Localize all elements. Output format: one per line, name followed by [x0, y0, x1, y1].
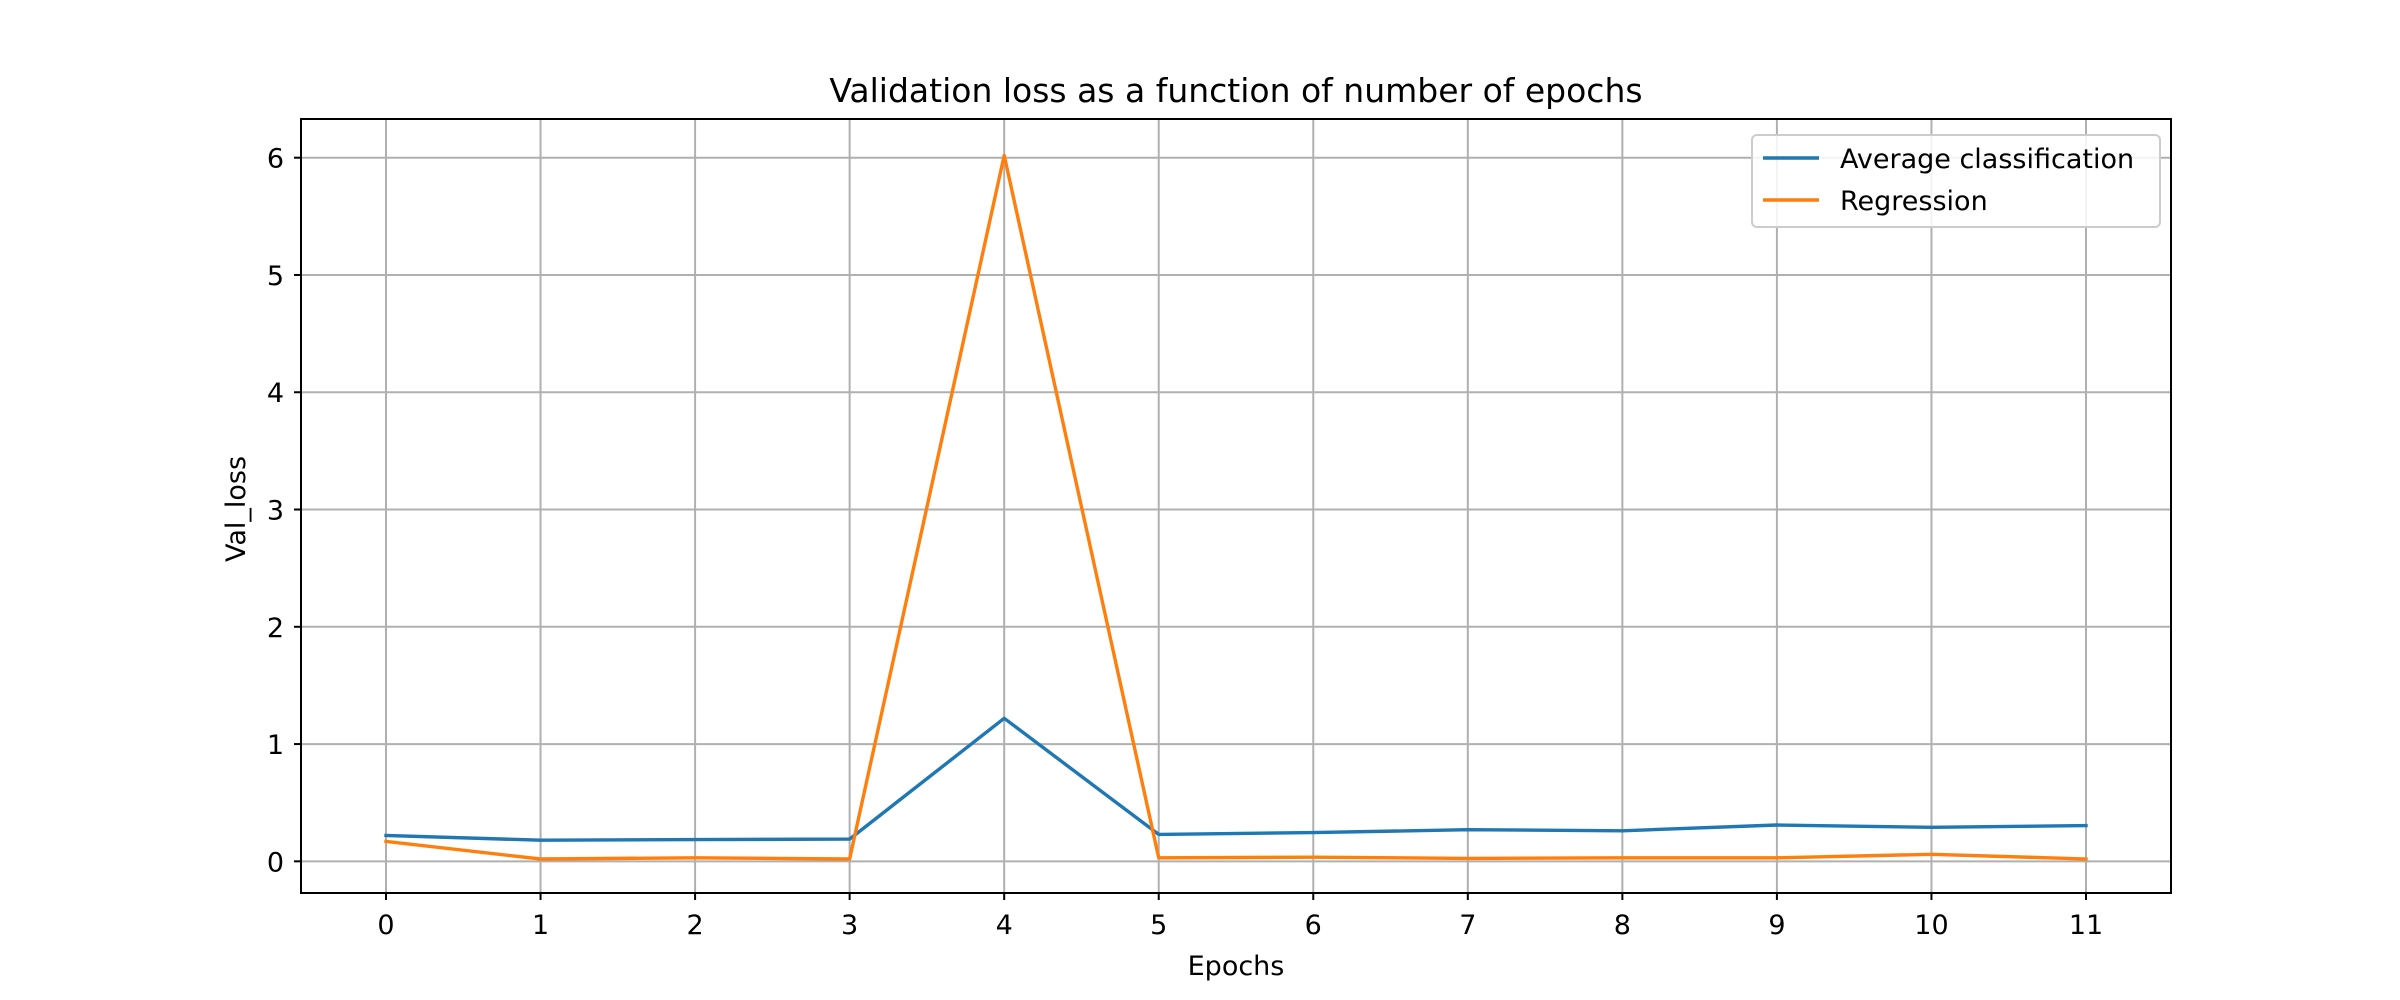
- x-tick-label: 2: [686, 910, 703, 941]
- x-tick-label: 9: [1768, 910, 1785, 941]
- x-tick-label: 8: [1614, 910, 1631, 941]
- x-tick-label: 5: [1150, 910, 1167, 941]
- legend-label: Average classification: [1840, 144, 2134, 175]
- legend-box: [1751, 134, 2161, 228]
- axis-ticks: 0 1 2 3 4 5 6 7 8 9 10 11 0 1 2 3 4 5 6: [267, 144, 2103, 941]
- y-tick-label: 5: [267, 261, 284, 292]
- x-tick-label: 3: [841, 910, 858, 941]
- y-axis-label: Val_loss: [221, 456, 252, 562]
- y-tick-label: 1: [267, 730, 284, 761]
- legend-label: Regression: [1840, 186, 1988, 217]
- series-line-1: [384, 716, 2088, 842]
- y-tick-label: 4: [267, 378, 284, 409]
- plot-area-frame: [300, 118, 2172, 894]
- series-line-2: [384, 153, 2088, 861]
- y-tick-label: 0: [267, 847, 284, 878]
- chart-title: Validation loss as a function of number …: [829, 71, 1642, 110]
- x-tick-label: 7: [1459, 910, 1476, 941]
- x-tick-label: 1: [532, 910, 549, 941]
- x-axis-label: Epochs: [1188, 951, 1285, 982]
- x-tick-label: 10: [1914, 910, 1948, 941]
- x-tick-label: 11: [2069, 910, 2103, 941]
- x-tick-label: 0: [377, 910, 394, 941]
- legend: Average classification Regression: [1751, 134, 2161, 228]
- y-tick-label: 3: [267, 496, 284, 527]
- series-lines: [384, 153, 2088, 861]
- x-tick-label: 4: [996, 910, 1013, 941]
- x-tick-label: 6: [1305, 910, 1322, 941]
- y-tick-label: 2: [267, 613, 284, 644]
- y-tick-label: 6: [267, 144, 284, 175]
